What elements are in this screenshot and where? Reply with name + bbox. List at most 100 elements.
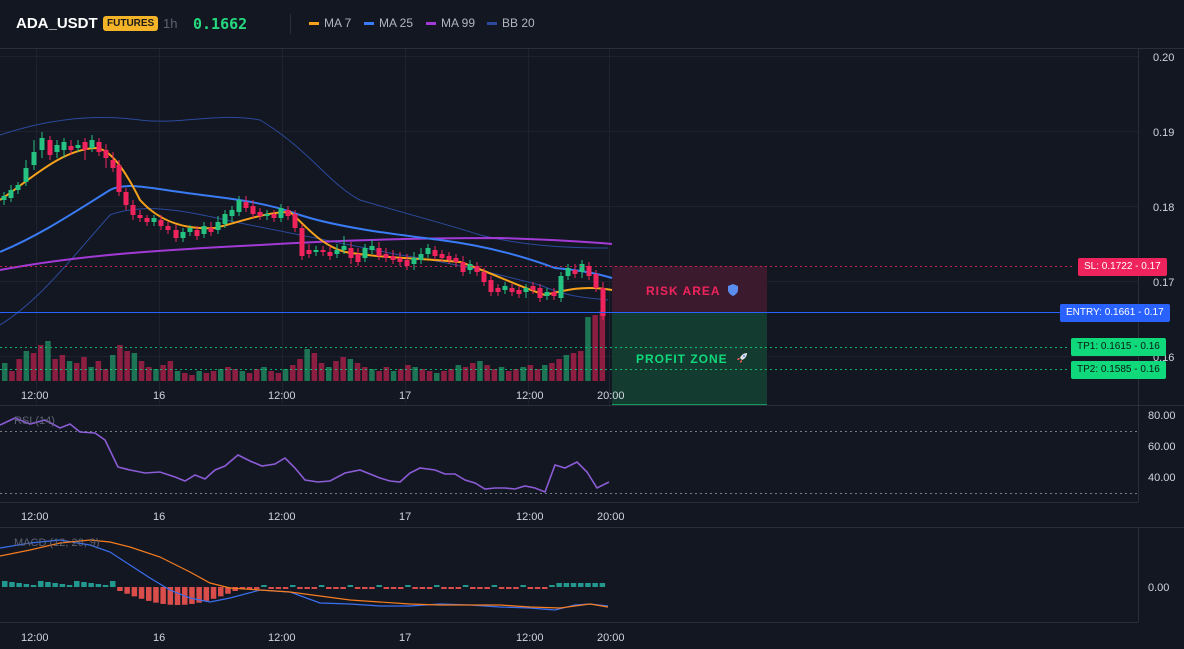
volume-bar bbox=[225, 367, 231, 381]
candle-body bbox=[411, 258, 417, 264]
macd-title[interactable]: MACD (12, 26, 9) bbox=[14, 537, 100, 549]
macd-bar bbox=[146, 587, 152, 601]
volume-bar bbox=[498, 367, 505, 381]
candle-body bbox=[229, 210, 235, 216]
candle-body bbox=[96, 142, 102, 152]
candle-body bbox=[123, 192, 129, 205]
volume-bar bbox=[448, 369, 454, 381]
candle-body bbox=[425, 248, 431, 254]
candle-body bbox=[292, 214, 298, 228]
candle-body bbox=[334, 250, 340, 254]
candle-body bbox=[327, 252, 333, 256]
macd-bar bbox=[16, 583, 22, 587]
volume-bar bbox=[167, 361, 174, 381]
macd-bar bbox=[448, 587, 454, 589]
volume-bar bbox=[376, 371, 382, 381]
price-tick: 0.18 bbox=[1153, 202, 1174, 214]
macd-bar bbox=[297, 587, 303, 589]
tp1-tag-text: TP1: 0.1615 bbox=[1077, 341, 1132, 352]
symbol-name[interactable]: ADA_USDT bbox=[16, 15, 98, 32]
macd-bar bbox=[484, 587, 490, 589]
legend-label: MA 7 bbox=[324, 16, 352, 30]
candle-body bbox=[313, 250, 319, 252]
volume-bar bbox=[38, 345, 44, 381]
time-tick: 12:00 bbox=[21, 632, 49, 644]
signal-line bbox=[0, 539, 609, 609]
macd-bar bbox=[210, 587, 217, 599]
candle-body bbox=[165, 226, 171, 230]
volume-bar bbox=[297, 359, 303, 381]
time-tick: 20:00 bbox=[597, 632, 625, 644]
volume-bar bbox=[239, 371, 246, 381]
ma99-line bbox=[0, 236, 613, 271]
macd-bar bbox=[189, 587, 195, 604]
macd-bar bbox=[124, 587, 130, 594]
macd-bar bbox=[455, 587, 462, 589]
candle-body bbox=[306, 250, 312, 254]
time-tick: 12:00 bbox=[516, 632, 544, 644]
candle-body bbox=[537, 288, 543, 298]
volume-bar bbox=[599, 311, 606, 381]
volume-bar bbox=[2, 363, 8, 381]
macd-bar bbox=[153, 587, 159, 603]
legend-ma25[interactable]: MA 25 bbox=[364, 16, 413, 30]
time-axis-main: 12:00 16 12:00 17 12:00 20:00 bbox=[21, 390, 625, 402]
volume-bar bbox=[196, 371, 202, 381]
candle-body bbox=[194, 230, 200, 236]
candle-body bbox=[110, 160, 116, 168]
candle-body bbox=[446, 256, 452, 260]
legend-label: BB 20 bbox=[502, 16, 535, 30]
candle-body bbox=[15, 185, 21, 190]
macd-bar bbox=[592, 583, 598, 587]
tp1-axis-value: 0.16 bbox=[1140, 341, 1160, 352]
volume-bar bbox=[138, 361, 145, 381]
macd-bar bbox=[246, 587, 253, 589]
time-tick: 17 bbox=[399, 390, 411, 402]
entry-price-tag[interactable]: ENTRY: 0.1661 - 0.17 bbox=[1060, 304, 1170, 322]
tp1-price-tag[interactable]: TP1: 0.1615 - 0.16 bbox=[1071, 338, 1166, 356]
macd-bar bbox=[52, 583, 58, 587]
candle-body bbox=[75, 145, 81, 148]
macd-bar bbox=[498, 587, 505, 589]
bb20-swatch bbox=[487, 21, 497, 25]
timeframe-selector[interactable]: 1h bbox=[163, 16, 178, 31]
candlestick-series bbox=[1, 132, 606, 320]
tp2-price-tag[interactable]: TP2: 0.1585 - 0.16 bbox=[1071, 361, 1166, 379]
macd-bar bbox=[405, 585, 411, 587]
profit-zone-label: PROFIT ZONE bbox=[636, 352, 748, 366]
legend-label: MA 25 bbox=[379, 16, 414, 30]
volume-bar bbox=[441, 371, 447, 381]
sl-tag-text: SL: 0.1722 bbox=[1084, 261, 1133, 272]
candle-body bbox=[68, 146, 74, 150]
macd-bar bbox=[513, 587, 519, 589]
candle-body bbox=[89, 140, 95, 148]
volume-bar bbox=[362, 367, 368, 381]
volume-bar bbox=[369, 369, 375, 381]
legend-ma7[interactable]: MA 7 bbox=[309, 16, 351, 30]
candle-body bbox=[453, 258, 459, 262]
candle-body bbox=[383, 254, 389, 258]
candle-body bbox=[130, 205, 136, 215]
rsi-title[interactable]: RSI (14) bbox=[14, 415, 55, 427]
macd-bar bbox=[578, 583, 584, 587]
volume-bar bbox=[549, 363, 555, 381]
macd-bar bbox=[412, 587, 418, 589]
legend-ma99[interactable]: MA 99 bbox=[426, 16, 475, 30]
volume-bar bbox=[527, 365, 534, 381]
candle-body bbox=[586, 266, 592, 276]
volume-bar bbox=[311, 353, 318, 381]
macd-bar bbox=[556, 583, 562, 587]
macd-bar bbox=[131, 587, 138, 597]
macd-bar bbox=[340, 587, 346, 589]
macd-bar bbox=[470, 587, 476, 589]
macd-bar bbox=[95, 584, 102, 587]
sl-price-tag[interactable]: SL: 0.1722 - 0.17 bbox=[1078, 258, 1167, 276]
volume-bar bbox=[484, 365, 490, 381]
macd-bar bbox=[369, 587, 375, 589]
macd-bar bbox=[419, 587, 426, 589]
macd-bar bbox=[81, 582, 87, 587]
legend-bb20[interactable]: BB 20 bbox=[487, 16, 535, 30]
macd-bar bbox=[88, 583, 94, 587]
rocket-icon bbox=[736, 352, 748, 364]
